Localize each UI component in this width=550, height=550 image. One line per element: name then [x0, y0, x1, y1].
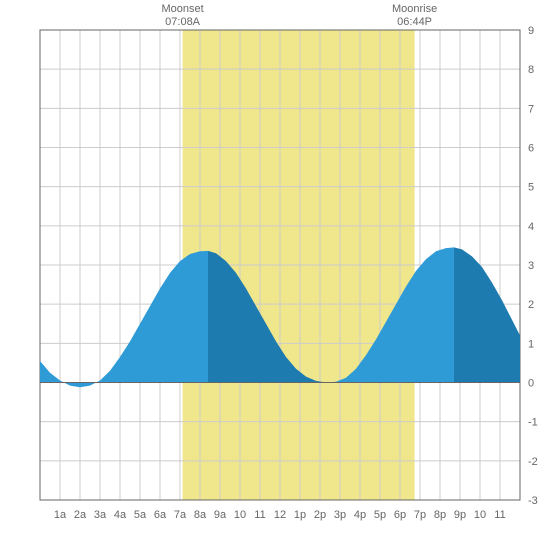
x-tick-label: 7p [414, 509, 426, 521]
y-tick-label: -2 [528, 456, 538, 468]
moon-event-label: Moonrise [392, 3, 437, 15]
moon-event-label: Moonset [161, 3, 203, 15]
y-tick-label: 9 [528, 25, 534, 37]
x-tick-label: 6a [154, 509, 167, 521]
x-tick-label: 3a [94, 509, 107, 521]
y-tick-label: 3 [528, 260, 534, 272]
x-tick-label: 5p [374, 509, 386, 521]
x-tick-label: 11 [254, 509, 265, 521]
x-tick-label: 10 [234, 509, 246, 521]
y-tick-label: 8 [528, 64, 534, 76]
chart-svg: -3-2-101234567891a2a3a4a5a6a7a8a9a101112… [0, 0, 550, 550]
x-tick-label: 11 [494, 509, 505, 521]
moon-event-time: 07:08A [165, 16, 201, 28]
y-tick-label: 5 [528, 182, 534, 194]
x-tick-label: 8a [194, 509, 207, 521]
tide-chart: -3-2-101234567891a2a3a4a5a6a7a8a9a101112… [0, 0, 550, 550]
x-tick-label: 12 [274, 509, 286, 521]
x-tick-label: 2p [314, 509, 326, 521]
x-tick-label: 8p [434, 509, 446, 521]
y-tick-label: -1 [528, 417, 538, 429]
x-tick-label: 5a [134, 509, 147, 521]
y-tick-label: 0 [528, 378, 534, 390]
x-tick-label: 4a [114, 509, 127, 521]
y-tick-label: 1 [528, 338, 534, 350]
x-tick-label: 2a [74, 509, 87, 521]
x-tick-label: 3p [334, 509, 346, 521]
y-tick-label: 4 [528, 221, 534, 233]
x-tick-label: 9a [214, 509, 227, 521]
x-tick-label: 6p [394, 509, 406, 521]
y-tick-label: 2 [528, 299, 534, 311]
x-tick-label: 1p [294, 509, 306, 521]
x-tick-label: 10 [474, 509, 486, 521]
x-tick-label: 7a [174, 509, 187, 521]
x-tick-label: 4p [354, 509, 366, 521]
y-tick-label: -3 [528, 495, 538, 507]
x-tick-label: 9p [454, 509, 466, 521]
y-tick-label: 7 [528, 103, 534, 115]
y-tick-label: 6 [528, 143, 534, 155]
x-tick-label: 1a [54, 509, 67, 521]
moon-event-time: 06:44P [397, 16, 432, 28]
